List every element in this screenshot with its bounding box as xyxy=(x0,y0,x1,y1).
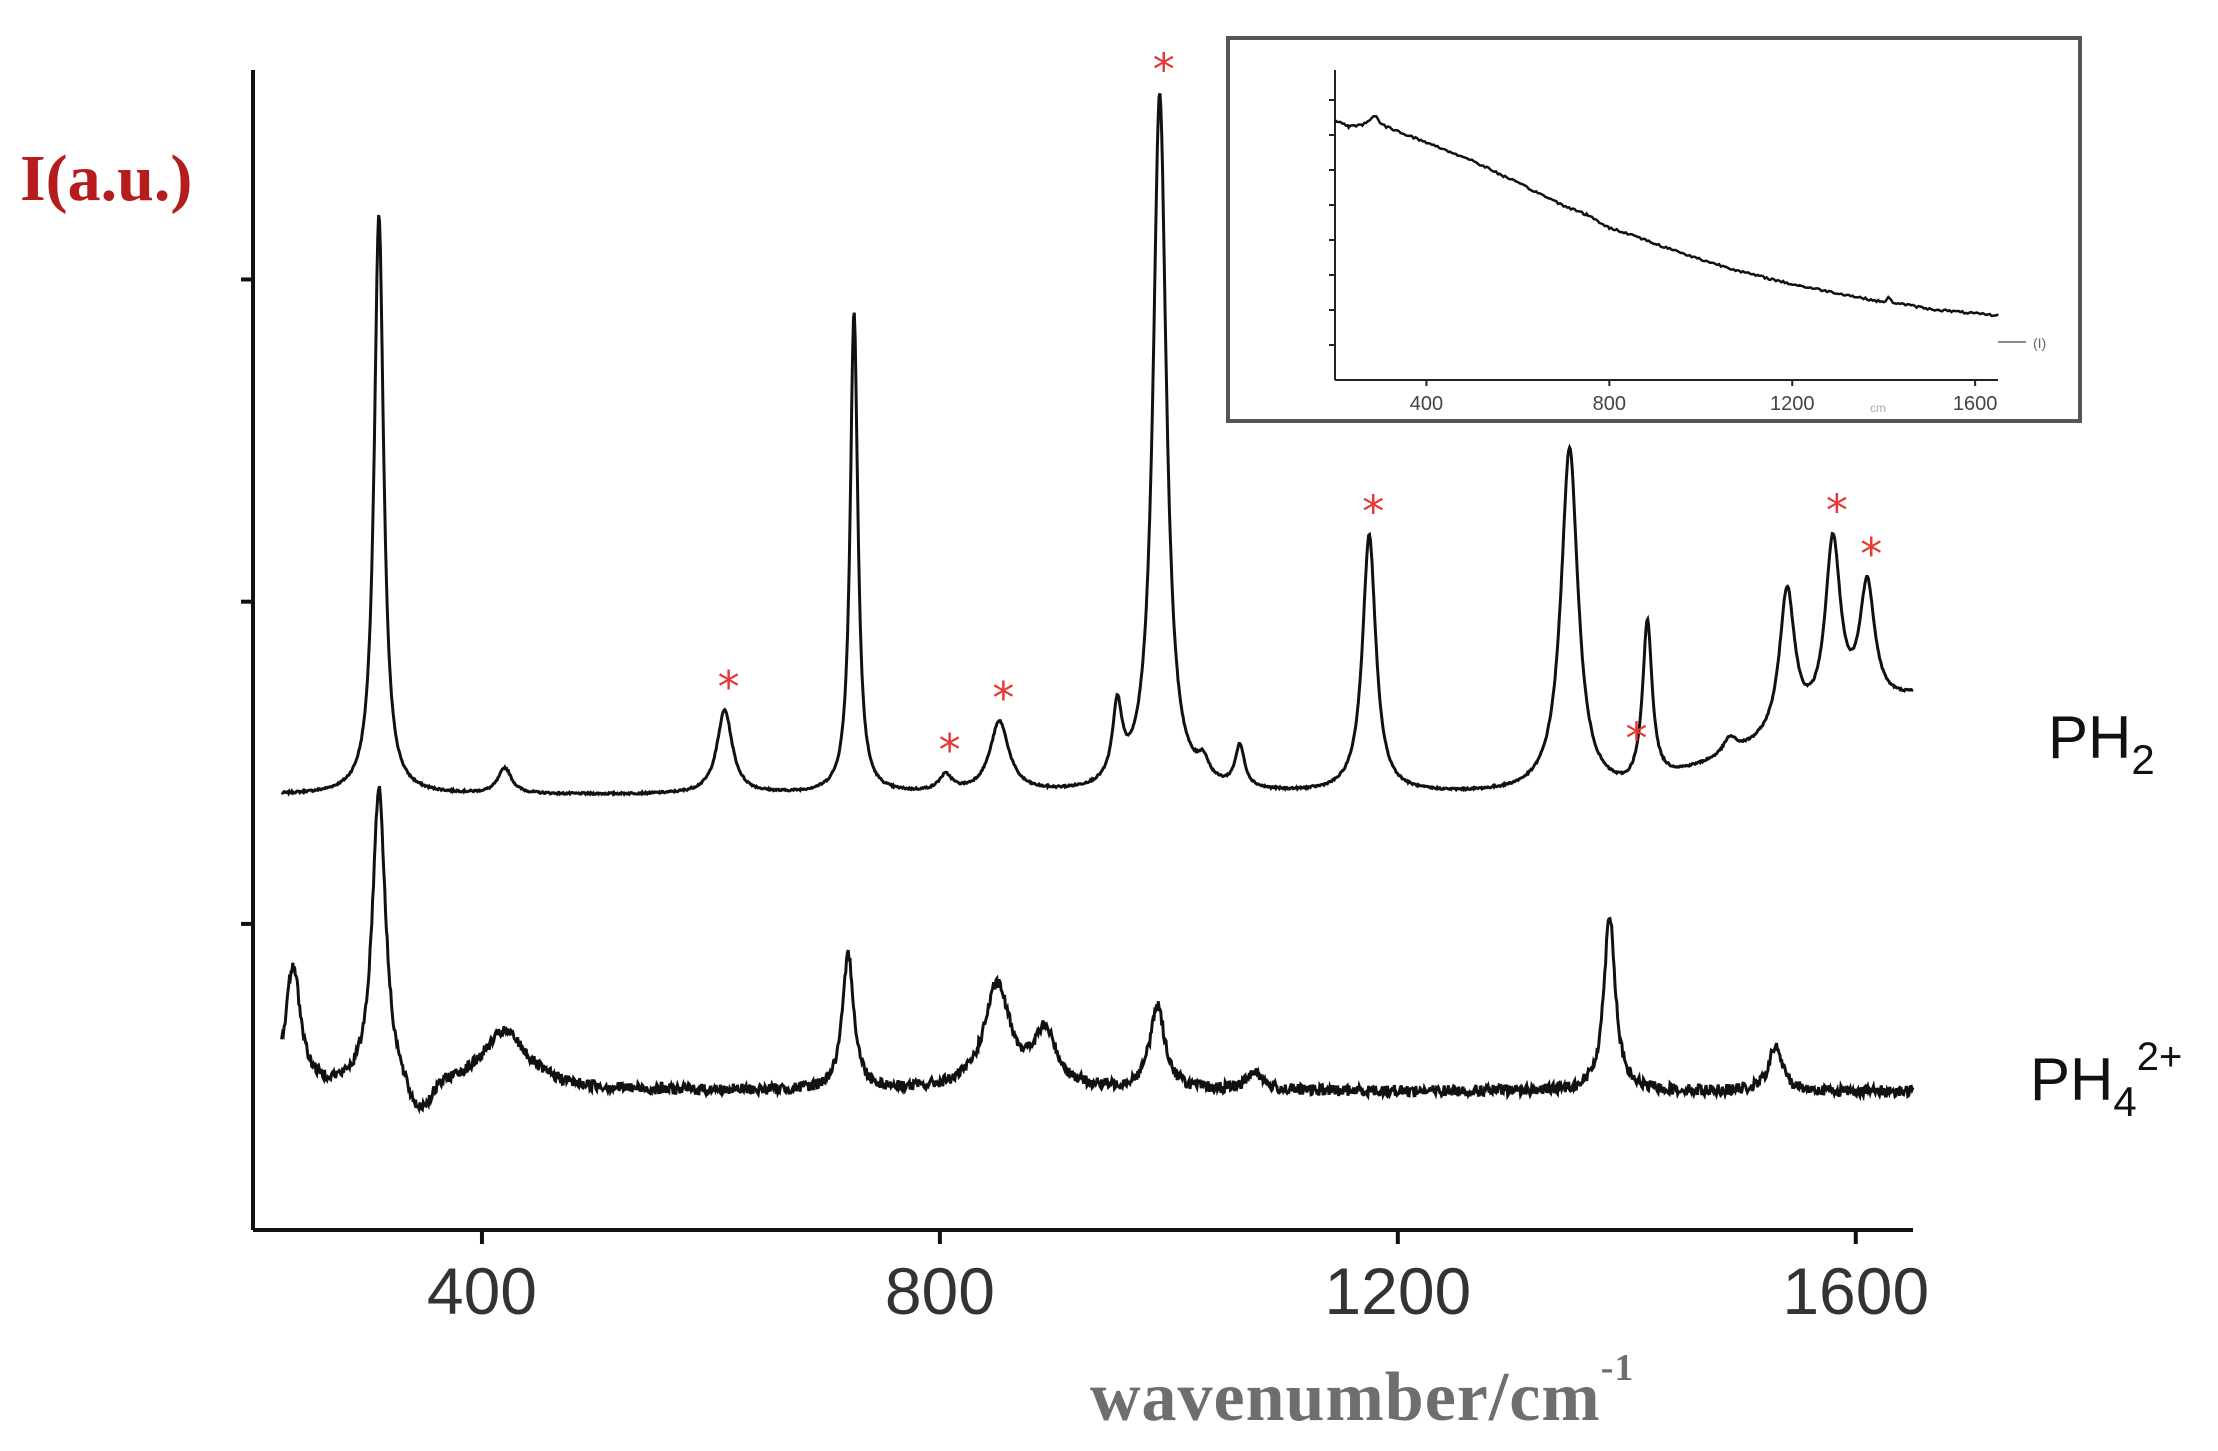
peak-star-marker: * xyxy=(1826,485,1848,536)
series-label-ph2: PH2 xyxy=(2048,704,2155,783)
x-axis-ticks: 400 800 1200 1600 xyxy=(427,1230,1929,1328)
inset-series-line xyxy=(1334,115,1999,318)
peak-star-marker: * xyxy=(1860,529,1882,580)
inset-axis-end-label: (I) xyxy=(2033,335,2046,351)
x-tick-label: 1200 xyxy=(1324,1254,1471,1328)
y-axis-ticks xyxy=(241,277,253,926)
x-tick-label: 800 xyxy=(885,1254,995,1328)
x-axis-label-text: wavenumber/cm xyxy=(1090,1359,1601,1436)
series-label-ph2-text: PH xyxy=(2048,704,2131,771)
x-tick-label: 400 xyxy=(427,1254,537,1328)
peak-star-markers: ******** xyxy=(718,44,1883,776)
peak-star-marker: * xyxy=(1362,487,1384,538)
series-label-ph4-sub: 4 xyxy=(2113,1078,2136,1125)
peak-star-marker: * xyxy=(718,662,740,713)
inset-axis-ticks: 400 800 1200 1600 xyxy=(1329,99,1998,415)
y-axis-label: I(a.u.) xyxy=(20,142,192,215)
peak-star-marker: * xyxy=(992,673,1014,724)
inset-panel: 400 800 1200 1600 (I) cm xyxy=(1226,36,2082,423)
series-line-ph2 xyxy=(280,92,1914,797)
inset-x-tick-label: 800 xyxy=(1593,393,1626,415)
series-label-ph4-sup: 2+ xyxy=(2137,1035,2183,1079)
x-axis-label-superscript: -1 xyxy=(1601,1347,1635,1389)
series-layer xyxy=(280,92,1915,1115)
series-label-ph4: PH42+ xyxy=(2030,1035,2182,1125)
inset-x-tick-label: 400 xyxy=(1410,393,1443,415)
series-line-ph4 xyxy=(280,785,1915,1115)
x-tick-label: 1600 xyxy=(1782,1254,1929,1328)
series-label-ph2-sub: 2 xyxy=(2131,736,2154,783)
inset-x-tick-label: 1200 xyxy=(1770,393,1815,415)
inset-tick-unit-label: cm xyxy=(1870,401,1886,415)
inset-frame xyxy=(1226,36,2082,423)
peak-star-marker: * xyxy=(1153,44,1175,95)
peak-star-marker: * xyxy=(1626,714,1648,765)
peak-star-marker: * xyxy=(939,725,961,776)
inset-x-tick-label: 1600 xyxy=(1953,393,1998,415)
x-axis-label: wavenumber/cm-1 xyxy=(1090,1347,1634,1436)
inset-series-layer xyxy=(1334,115,2026,343)
series-label-ph4-text: PH xyxy=(2030,1046,2113,1113)
